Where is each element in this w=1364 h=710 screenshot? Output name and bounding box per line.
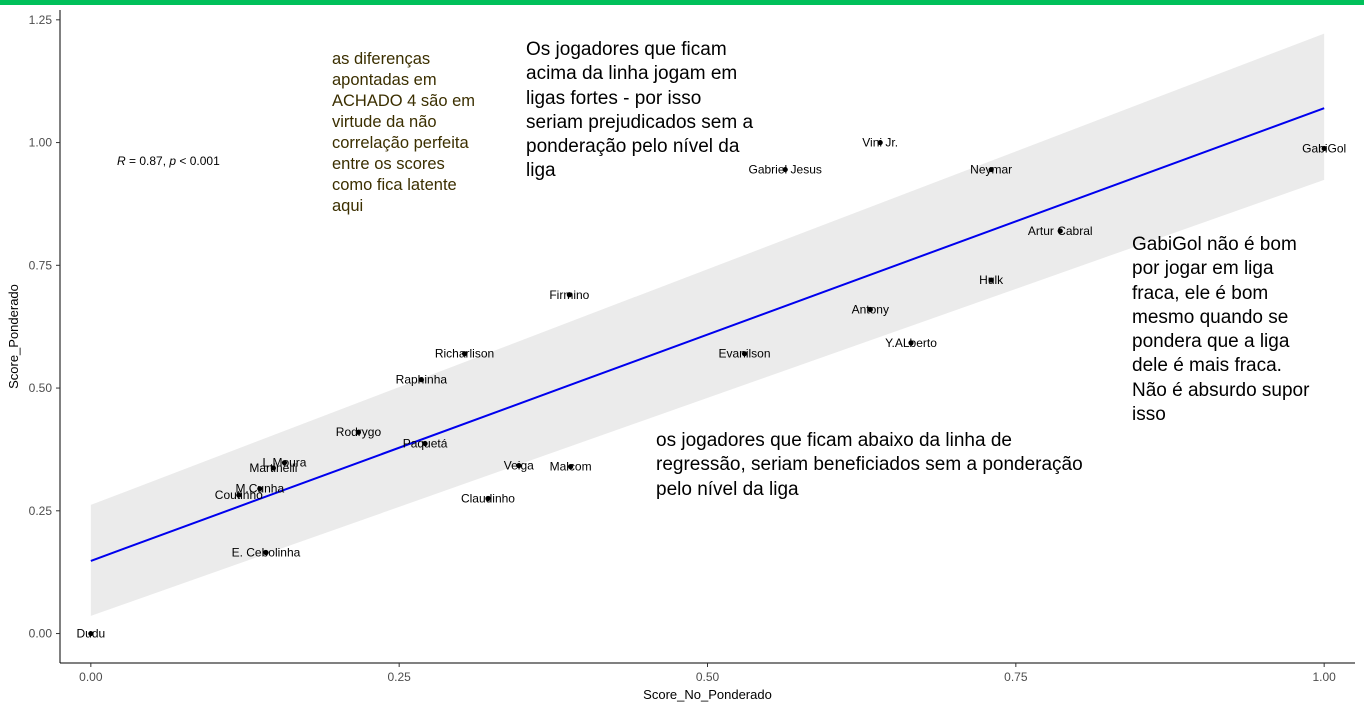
y-axis-title: Score_Ponderado — [6, 284, 21, 389]
points-layer — [88, 139, 1327, 637]
point-label: Claudinho — [461, 492, 515, 506]
data-point — [281, 460, 288, 466]
point-label: E. Cebolinha — [232, 546, 301, 560]
x-tick-label: 0.00 — [79, 670, 103, 684]
point-label: Neymar — [970, 163, 1012, 177]
y-tick-label: 0.00 — [29, 627, 53, 641]
stat-p-value: < 0.001 — [176, 154, 220, 168]
data-point — [88, 630, 94, 637]
point-label: Evanilson — [718, 347, 770, 361]
point-label: Raphinha — [396, 373, 448, 387]
data-point — [877, 139, 883, 146]
point-label: Artur Cabral — [1028, 224, 1093, 238]
data-point — [988, 277, 994, 283]
x-tick-label: 0.50 — [696, 670, 720, 684]
point-label: Richarlison — [435, 347, 494, 361]
point-label: Martinelli — [249, 461, 297, 475]
data-point — [270, 465, 276, 471]
stat-r-value: = 0.87, — [126, 154, 170, 168]
data-point — [741, 351, 748, 357]
confidence-band — [90, 33, 1325, 616]
point-label: Dudu — [76, 627, 105, 641]
data-point — [908, 340, 914, 346]
data-point — [566, 292, 572, 298]
x-tick-label: 0.75 — [1004, 670, 1028, 684]
y-tick-label: 1.00 — [29, 136, 53, 150]
data-point — [263, 549, 269, 556]
regression-line — [90, 107, 1325, 562]
point-label: Malcom — [550, 460, 592, 474]
data-point — [782, 166, 788, 173]
top-accent-bar — [0, 0, 1364, 5]
point-label: Hulk — [979, 273, 1004, 287]
point-label: GabiGol — [1302, 141, 1346, 155]
correlation-annotation: R = 0.87, p < 0.001 — [117, 154, 220, 168]
stat-p-symbol: p — [168, 154, 176, 168]
point-label: Firmino — [549, 288, 589, 302]
data-point — [236, 492, 242, 498]
point-label: Coutinho — [215, 488, 263, 502]
x-tick-label: 1.00 — [1312, 670, 1336, 684]
point-label: Y.ALberto — [885, 336, 937, 350]
y-tick-label: 1.25 — [29, 13, 53, 27]
data-point — [355, 429, 362, 435]
annotation-gabigol: GabiGol não é bom por jogar em liga frac… — [1132, 234, 1310, 426]
x-ticks: 0.00 0.25 0.50 0.75 1.00 — [79, 663, 1336, 684]
stat-r-symbol: R — [117, 154, 126, 168]
data-point — [988, 166, 994, 173]
data-point — [485, 495, 491, 502]
x-tick-label: 0.25 — [387, 670, 411, 684]
data-point — [568, 464, 574, 470]
data-point — [257, 486, 263, 492]
data-point — [418, 377, 424, 383]
point-label: M.Cunha — [235, 482, 284, 496]
point-label: Paquetá — [403, 437, 448, 451]
point-label: Vini Jr. — [862, 136, 898, 150]
data-point — [461, 351, 468, 357]
data-point — [516, 463, 522, 469]
point-label: Rodrygo — [336, 425, 382, 439]
y-tick-label: 0.75 — [29, 258, 53, 272]
y-tick-label: 0.25 — [29, 504, 53, 518]
point-label: Veiga — [504, 459, 534, 473]
x-axis-title: Score_No_Ponderado — [643, 687, 772, 702]
point-label: L.Moura — [262, 456, 306, 470]
annotation-below-line: os jogadores que ficam abaixo da linha d… — [656, 430, 1083, 500]
point-label: Gabriel Jesus — [749, 163, 822, 177]
y-ticks: 0.00 0.25 0.50 0.75 1.00 1.25 — [29, 13, 60, 641]
annotation-achado: as diferenças apontadas em ACHADO 4 são … — [332, 50, 476, 215]
point-label: Antony — [852, 302, 889, 316]
y-tick-label: 0.50 — [29, 381, 53, 395]
data-point — [867, 306, 873, 313]
annotation-above-line: Os jogadores que ficam acima da linha jo… — [526, 39, 754, 182]
data-point — [422, 440, 428, 447]
data-point — [1321, 145, 1327, 152]
data-point — [1057, 228, 1063, 234]
